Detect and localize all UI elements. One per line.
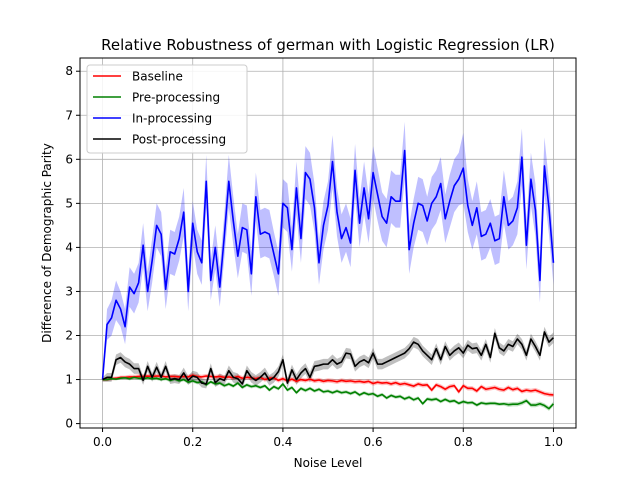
y-tick-label: 4	[65, 240, 73, 254]
y-tick-label: 2	[65, 329, 73, 343]
y-tick-label: 7	[65, 108, 73, 122]
pre-processing-line	[102, 376, 555, 410]
legend-label-post-processing: Post-processing	[132, 133, 226, 147]
x-tick-label: 0.0	[93, 435, 112, 449]
post-processing-band	[102, 326, 554, 389]
axis-ticks: 0.0 0.2 0.4 0.6 0.8 1.0 0 1 2 3 4 5 6 7 8	[65, 64, 563, 449]
y-tick-label: 6	[65, 152, 73, 166]
in-processing-line	[101, 149, 555, 380]
series-lines	[101, 149, 555, 410]
y-tick-label: 8	[65, 64, 73, 78]
post-processing-line	[102, 331, 555, 385]
y-tick-label: 0	[65, 417, 73, 431]
plot-frame	[79, 57, 577, 429]
legend-label-pre-processing: Pre-processing	[132, 91, 220, 105]
legend-box	[86, 64, 248, 154]
y-tick-label: 1	[65, 373, 73, 387]
x-tick-label: 0.2	[183, 435, 202, 449]
legend-label-baseline: Baseline	[132, 70, 183, 84]
x-axis-label: Noise Level	[294, 456, 363, 470]
x-tick-label: 0.8	[454, 435, 473, 449]
x-tick-label: 0.6	[364, 435, 383, 449]
chart-title: Relative Robustness of german with Logis…	[101, 36, 555, 54]
legend-items: Baseline Pre-processing In-processing Post-…	[93, 70, 226, 147]
baseline-line	[102, 374, 554, 396]
y-tick-label: 3	[65, 284, 73, 298]
legend: Baseline Pre-processing In-processing Post-…	[86, 64, 248, 154]
x-tick-label: 0.4	[273, 435, 292, 449]
x-tick-label: 1.0	[544, 435, 563, 449]
y-tick-label: 5	[65, 196, 73, 210]
baseline-band	[102, 372, 554, 398]
legend-label-in-processing: In-processing	[132, 112, 212, 126]
y-axis-label: Difference of Demographic Parity	[40, 143, 54, 343]
